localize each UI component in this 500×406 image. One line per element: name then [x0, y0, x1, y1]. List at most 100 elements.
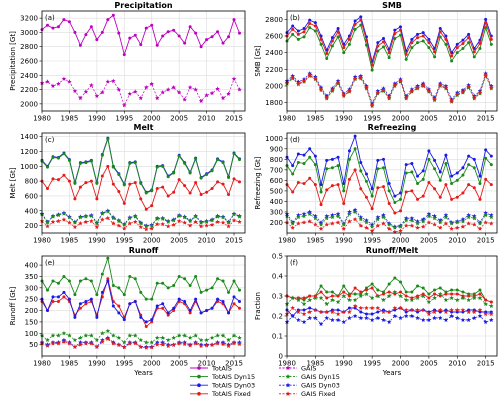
data-point	[100, 290, 104, 294]
data-point	[399, 280, 403, 284]
panel-title: Precipitation	[114, 1, 172, 10]
data-point	[364, 172, 368, 176]
data-point	[467, 163, 471, 167]
data-point	[375, 293, 381, 298]
data-point	[336, 308, 340, 312]
x-tick-label: 2000	[392, 360, 410, 368]
data-point	[171, 222, 176, 227]
data-point	[489, 300, 493, 304]
data-point	[455, 42, 459, 46]
data-point	[318, 226, 324, 231]
axes-frame	[286, 132, 498, 234]
data-point	[478, 42, 482, 45]
data-point	[215, 341, 220, 346]
data-point	[209, 342, 215, 348]
y-tick-label: 300	[270, 208, 283, 216]
data-point	[220, 215, 226, 220]
data-point	[106, 277, 110, 281]
data-point	[472, 95, 477, 100]
x-tick-label: 1980	[33, 115, 51, 123]
data-point	[353, 292, 357, 296]
data-point	[398, 228, 403, 233]
data-point	[477, 221, 483, 226]
y-tick-label: 0.3	[272, 293, 283, 301]
data-point	[150, 318, 154, 322]
data-point	[122, 102, 127, 108]
data-point	[415, 295, 420, 300]
data-point	[358, 315, 364, 320]
x-tick-label: 1980	[33, 360, 51, 368]
data-point	[111, 182, 115, 186]
data-point	[410, 170, 414, 174]
data-point	[478, 292, 482, 296]
y-tick-label: 800	[270, 156, 283, 164]
data-point	[420, 293, 426, 298]
data-point	[188, 309, 192, 313]
data-point	[381, 297, 386, 302]
data-point	[325, 167, 329, 171]
data-point	[325, 188, 329, 192]
x-tick-label: 1990	[335, 115, 353, 123]
data-point	[409, 313, 415, 318]
data-point	[62, 18, 66, 22]
data-point	[381, 292, 385, 296]
data-point	[232, 279, 236, 283]
x-tick-label: 1995	[115, 360, 133, 368]
legend-label: GAIS Fixed	[301, 390, 335, 398]
x-tick-label: 2010	[448, 237, 466, 245]
data-point	[489, 214, 494, 220]
panel-title: Melt	[134, 123, 154, 132]
data-point	[226, 220, 231, 225]
data-point	[117, 172, 121, 176]
data-point	[330, 166, 334, 170]
data-point	[95, 293, 99, 297]
data-point	[308, 294, 312, 298]
data-point	[353, 22, 357, 26]
data-point	[420, 82, 426, 88]
x-tick-label: 1995	[115, 237, 133, 245]
data-point	[319, 284, 323, 288]
data-point	[347, 219, 352, 224]
data-point	[139, 181, 143, 185]
data-point	[45, 288, 49, 292]
data-point	[56, 156, 60, 160]
data-point	[376, 310, 380, 314]
data-point	[302, 30, 306, 34]
data-point	[127, 333, 133, 338]
data-point	[364, 195, 368, 199]
data-point	[198, 98, 204, 103]
panel-smb: 1800 2000 2200 2400 2600 2800 1980 1985 1990 1995…	[254, 1, 498, 123]
data-point	[105, 209, 111, 214]
data-point	[209, 90, 215, 96]
data-point	[78, 185, 82, 189]
data-point	[376, 49, 380, 53]
data-point	[330, 317, 335, 322]
y-tick-label: 800	[25, 178, 38, 186]
axes-frame	[41, 255, 246, 357]
data-point	[238, 299, 242, 303]
data-point	[187, 223, 193, 228]
x-tick-label: 2005	[420, 237, 438, 245]
data-point	[176, 90, 182, 95]
data-point	[335, 213, 341, 219]
data-point	[381, 185, 385, 189]
data-point	[455, 178, 459, 182]
data-point	[432, 309, 437, 314]
data-point	[352, 76, 358, 81]
data-point	[84, 33, 88, 37]
data-point	[111, 304, 115, 308]
data-point	[106, 137, 110, 141]
data-point	[347, 294, 351, 298]
data-point	[450, 59, 454, 63]
data-point	[455, 195, 459, 199]
data-point	[341, 92, 347, 98]
data-point	[138, 224, 144, 230]
data-point	[227, 192, 231, 196]
series-line	[286, 16, 492, 64]
data-point	[426, 311, 432, 316]
data-point	[220, 341, 226, 347]
data-point	[226, 223, 231, 229]
data-point	[67, 79, 72, 84]
data-point	[166, 286, 170, 290]
data-point	[154, 335, 160, 340]
